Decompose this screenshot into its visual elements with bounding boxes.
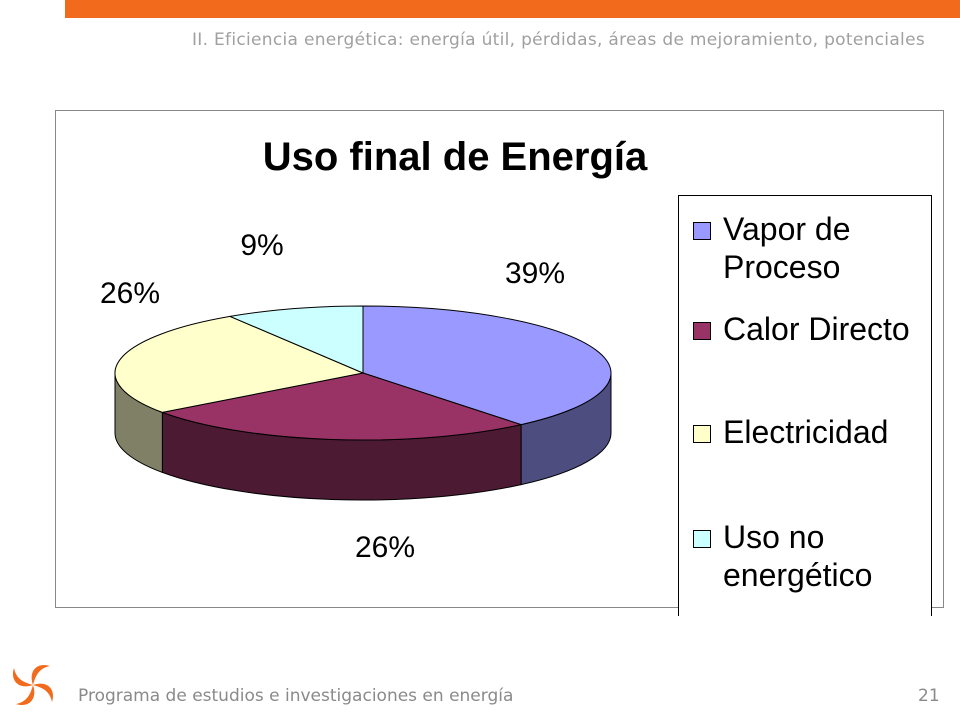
chart-title: Uso final de Energía (262, 135, 648, 179)
pie-slice (114, 315, 365, 413)
legend-item: Electricidad (693, 413, 929, 451)
pie-slice (228, 305, 364, 374)
top-bar (65, 0, 960, 18)
legend-swatch (693, 222, 711, 240)
legend-item: Uso no energético (693, 518, 929, 594)
legend-item: Vapor de Proceso (693, 210, 929, 286)
legend-label: Electricidad (723, 414, 889, 450)
data-label: 26% (100, 277, 160, 310)
pie-slice (362, 305, 612, 426)
logo (12, 664, 54, 706)
page-number: 21 (918, 686, 940, 706)
data-label: 9% (240, 229, 283, 262)
slide-footer: Programa de estudios e investigaciones e… (78, 686, 514, 706)
data-label: 26% (355, 531, 415, 564)
legend-label: Uso no energético (723, 519, 873, 593)
legend-label: Calor Directo (723, 311, 910, 347)
legend: Vapor de Proceso Calor Directo Electricida… (678, 195, 932, 616)
data-label: 39% (505, 257, 565, 290)
legend-label: Vapor de Proceso (723, 211, 851, 285)
legend-swatch (693, 425, 711, 443)
legend-swatch (693, 322, 711, 340)
slide-header: II. Eficiencia energética: energía útil,… (191, 30, 925, 50)
chart-area (55, 110, 944, 608)
legend-item: Calor Directo (693, 310, 929, 348)
pie-slice (160, 372, 523, 441)
legend-swatch (693, 530, 711, 548)
